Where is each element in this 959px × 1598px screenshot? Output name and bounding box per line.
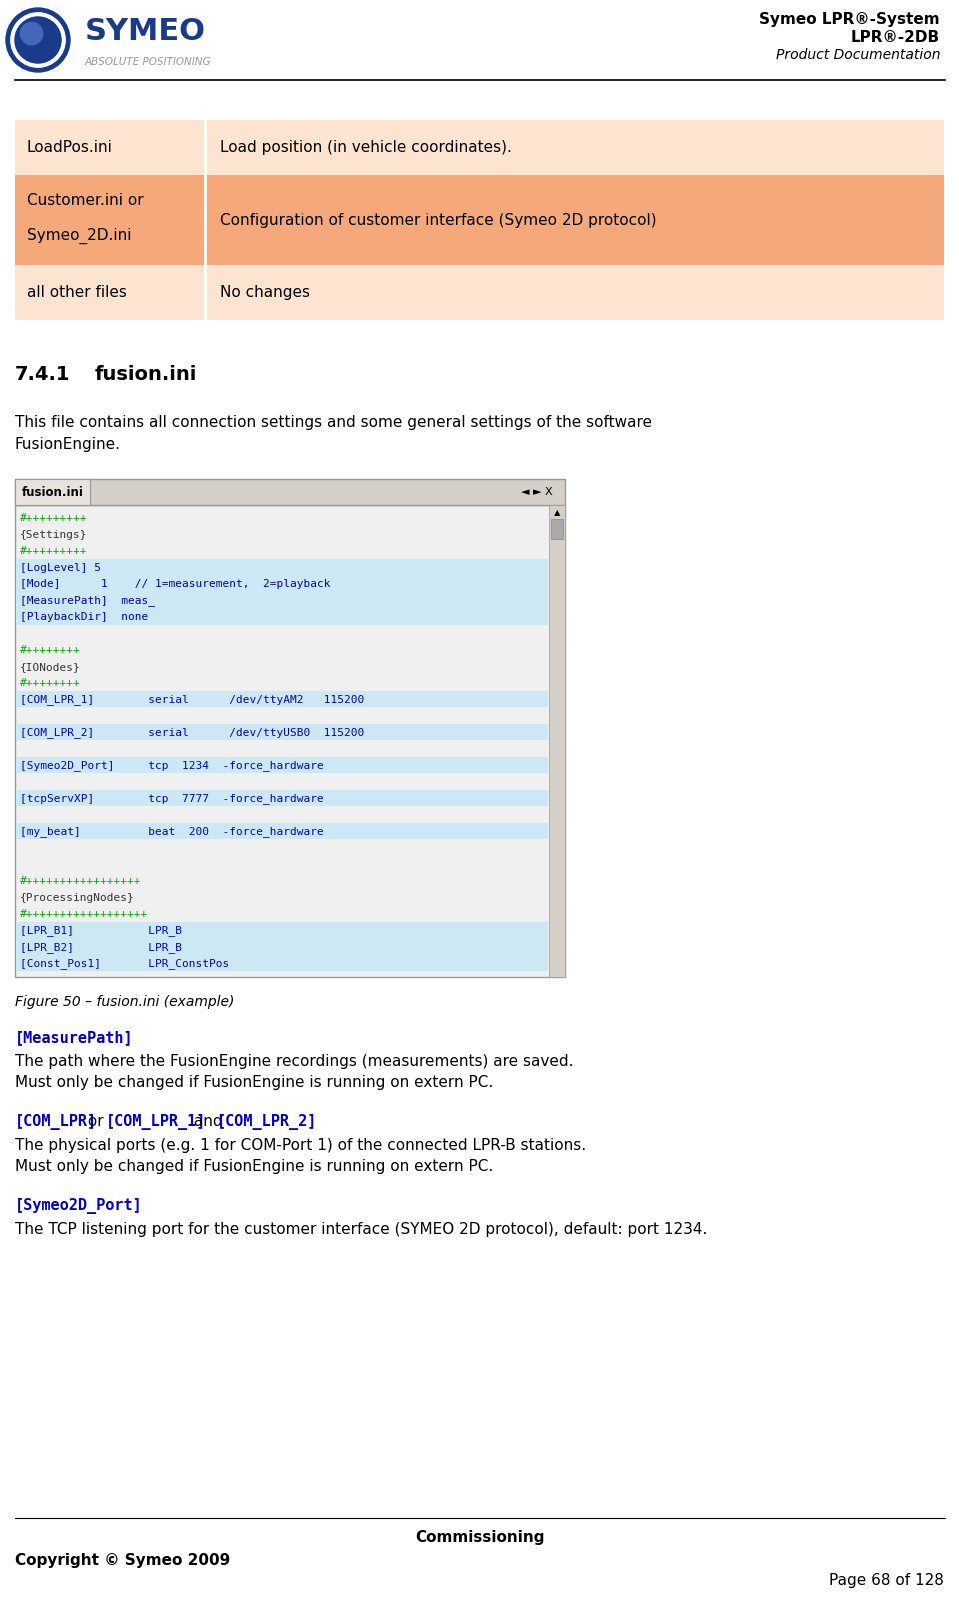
Text: Page 68 of 128: Page 68 of 128 bbox=[830, 1572, 944, 1588]
Text: LPR®-2DB: LPR®-2DB bbox=[851, 30, 940, 45]
Bar bbox=[16, 938, 548, 954]
Text: The path where the FusionEngine recordings (measurements) are saved.: The path where the FusionEngine recordin… bbox=[15, 1055, 573, 1069]
Bar bbox=[16, 922, 548, 938]
Bar bbox=[15, 505, 565, 976]
Text: #++++++++++++++++++: #++++++++++++++++++ bbox=[20, 909, 149, 919]
Text: Configuration of customer interface (Symeo 2D protocol): Configuration of customer interface (Sym… bbox=[220, 213, 657, 227]
Text: LoadPos.ini: LoadPos.ini bbox=[27, 141, 113, 155]
Text: #+++++++++: #+++++++++ bbox=[20, 547, 87, 556]
Bar bbox=[16, 756, 548, 773]
Bar bbox=[15, 479, 565, 505]
Text: [tcpServXP]        tcp  7777  -force_hardware: [tcpServXP] tcp 7777 -force_hardware bbox=[20, 793, 324, 804]
Text: ◄ ► X: ◄ ► X bbox=[522, 487, 553, 497]
Text: [PlaybackDir]  none: [PlaybackDir] none bbox=[20, 612, 149, 622]
Circle shape bbox=[15, 18, 61, 62]
Text: ABSOLUTE POSITIONING: ABSOLUTE POSITIONING bbox=[85, 58, 212, 67]
Text: Symeo_2D.ini: Symeo_2D.ini bbox=[27, 229, 131, 244]
Text: [Symeo2D_Port]     tcp  1234  -force_hardware: [Symeo2D_Port] tcp 1234 -force_hardware bbox=[20, 761, 324, 772]
Text: Load position (in vehicle coordinates).: Load position (in vehicle coordinates). bbox=[220, 141, 512, 155]
Text: [COM_LPR_1]: [COM_LPR_1] bbox=[105, 1114, 206, 1130]
Text: #++++++++: #++++++++ bbox=[20, 646, 81, 655]
Bar bbox=[551, 519, 563, 539]
Text: [LogLevel] 5: [LogLevel] 5 bbox=[20, 562, 101, 572]
Text: [MeasurePath]: [MeasurePath] bbox=[15, 1031, 133, 1045]
Text: fusion.ini: fusion.ini bbox=[95, 364, 198, 384]
Bar bbox=[15, 479, 90, 505]
Text: Symeo LPR®-System: Symeo LPR®-System bbox=[760, 13, 940, 27]
Text: Product Documentation: Product Documentation bbox=[776, 48, 940, 62]
Text: #+++++++++: #+++++++++ bbox=[20, 513, 87, 523]
Bar bbox=[16, 690, 548, 706]
Text: or: or bbox=[83, 1114, 109, 1130]
Text: #+++++++++++++++++: #+++++++++++++++++ bbox=[20, 876, 142, 887]
Bar bbox=[16, 575, 548, 591]
Text: [LPR_B1]           LPR_B: [LPR_B1] LPR_B bbox=[20, 925, 182, 936]
Text: Must only be changed if FusionEngine is running on extern PC.: Must only be changed if FusionEngine is … bbox=[15, 1159, 493, 1175]
Text: {ProcessingNodes}: {ProcessingNodes} bbox=[20, 893, 135, 903]
Text: No changes: No changes bbox=[220, 284, 310, 300]
Text: SYMEO: SYMEO bbox=[85, 18, 206, 46]
Text: [COM_LPR_2]        serial      /dev/ttyUSB0  115200: [COM_LPR_2] serial /dev/ttyUSB0 115200 bbox=[20, 727, 364, 738]
Bar bbox=[16, 724, 548, 740]
Text: FusionEngine.: FusionEngine. bbox=[15, 436, 121, 452]
Text: [LPR_B2]           LPR_B: [LPR_B2] LPR_B bbox=[20, 941, 182, 952]
Text: [my_beat]          beat  200  -force_hardware: [my_beat] beat 200 -force_hardware bbox=[20, 826, 324, 837]
Circle shape bbox=[6, 8, 70, 72]
Bar bbox=[16, 954, 548, 972]
Bar bbox=[15, 265, 944, 320]
Text: The TCP listening port for the customer interface (SYMEO 2D protocol), default: : The TCP listening port for the customer … bbox=[15, 1222, 708, 1237]
Circle shape bbox=[11, 13, 65, 67]
Text: ▲: ▲ bbox=[553, 508, 560, 518]
Text: This file contains all connection settings and some general settings of the soft: This file contains all connection settin… bbox=[15, 415, 652, 430]
Bar bbox=[16, 607, 548, 625]
Text: [COM_LPR_1]        serial      /dev/ttyAM2   115200: [COM_LPR_1] serial /dev/ttyAM2 115200 bbox=[20, 694, 364, 705]
Text: 7.4.1: 7.4.1 bbox=[15, 364, 71, 384]
Text: [MeasurePath]  meas_: [MeasurePath] meas_ bbox=[20, 596, 155, 606]
Text: Commissioning: Commissioning bbox=[414, 1529, 545, 1545]
Bar bbox=[16, 823, 548, 839]
Text: #++++++++: #++++++++ bbox=[20, 678, 81, 689]
Text: all other files: all other files bbox=[27, 284, 127, 300]
Text: [Mode]      1    // 1=measurement,  2=playback: [Mode] 1 // 1=measurement, 2=playback bbox=[20, 578, 331, 590]
Bar bbox=[16, 558, 548, 575]
Text: [Symeo2D_Port]: [Symeo2D_Port] bbox=[15, 1198, 143, 1214]
Text: fusion.ini: fusion.ini bbox=[21, 486, 83, 499]
Bar bbox=[16, 591, 548, 607]
Text: and: and bbox=[189, 1114, 227, 1130]
Text: {IONodes}: {IONodes} bbox=[20, 662, 81, 671]
Text: [Const_Pos1]       LPR_ConstPos: [Const_Pos1] LPR_ConstPos bbox=[20, 959, 229, 970]
Text: Figure 50 – fusion.ini (example): Figure 50 – fusion.ini (example) bbox=[15, 996, 234, 1008]
Text: [COM_LPR]: [COM_LPR] bbox=[15, 1114, 97, 1130]
Bar bbox=[15, 120, 944, 176]
Text: [COM_LPR_2]: [COM_LPR_2] bbox=[217, 1114, 316, 1130]
Circle shape bbox=[20, 22, 43, 45]
Text: The physical ports (e.g. 1 for COM-Port 1) of the connected LPR-B stations.: The physical ports (e.g. 1 for COM-Port … bbox=[15, 1138, 586, 1154]
Text: Must only be changed if FusionEngine is running on extern PC.: Must only be changed if FusionEngine is … bbox=[15, 1075, 493, 1090]
Bar bbox=[549, 505, 565, 976]
Text: Copyright © Symeo 2009: Copyright © Symeo 2009 bbox=[15, 1553, 230, 1568]
Bar bbox=[15, 176, 944, 265]
Bar bbox=[16, 789, 548, 805]
Text: Customer.ini or: Customer.ini or bbox=[27, 193, 144, 208]
Text: {Settings}: {Settings} bbox=[20, 531, 87, 540]
